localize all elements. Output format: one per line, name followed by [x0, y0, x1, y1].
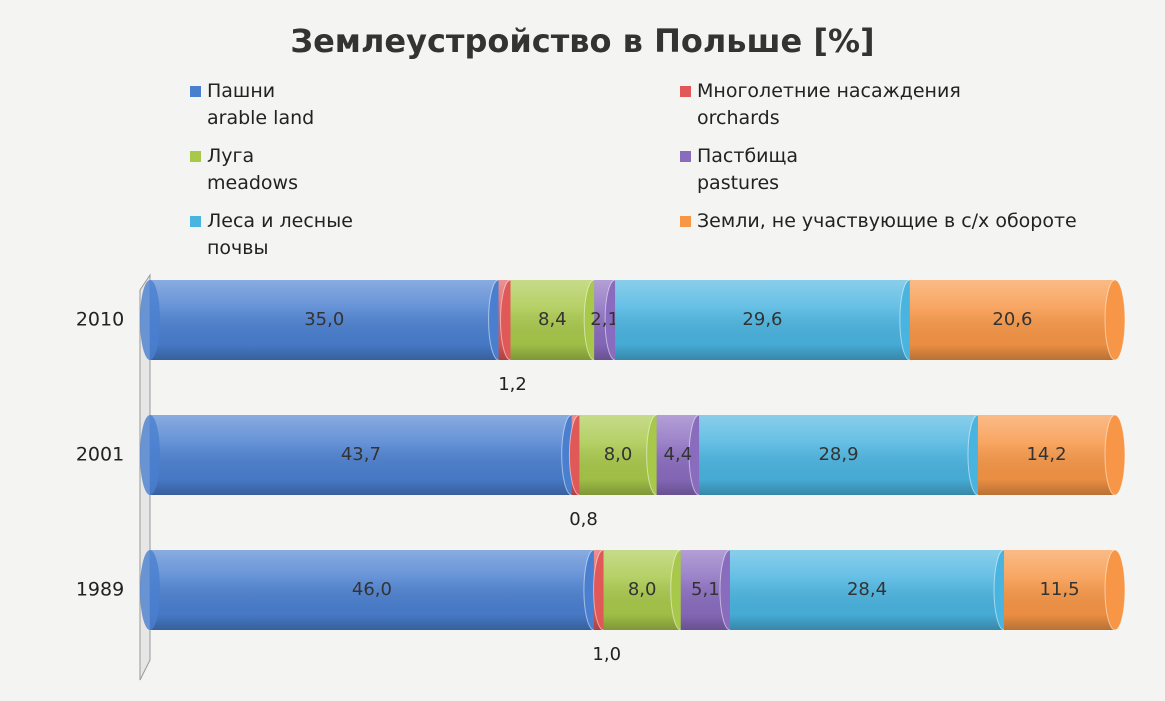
bar-shade	[1004, 550, 1115, 630]
value-label: 28,9	[818, 444, 858, 465]
legend-swatch	[190, 86, 201, 97]
value-label: 8,4	[538, 309, 567, 330]
bar-shade	[909, 280, 1115, 360]
legend-label: Многолетние насаждения orchards	[697, 80, 961, 129]
legend-entry: Луга meadows	[190, 143, 298, 197]
value-label: 11,5	[1039, 579, 1079, 600]
bar-start	[140, 415, 160, 495]
chart-title: Землеустройство в Польше [%]	[290, 22, 875, 60]
value-label: 1,0	[592, 644, 621, 665]
bar-shade	[510, 280, 595, 360]
legend-swatch	[190, 151, 201, 162]
legend-swatch	[190, 216, 201, 227]
value-label: 8,0	[604, 444, 633, 465]
y-tick-label: 2010	[76, 309, 124, 331]
value-label: 8,0	[628, 579, 657, 600]
bar-shade	[150, 550, 594, 630]
legend-label: Пастбища pastures	[697, 145, 799, 194]
legend-entry: Земли, не участвующие в с/х обороте	[680, 208, 1077, 235]
legend-swatch	[680, 216, 691, 227]
legend-entry: Леса и лесные почвы	[190, 208, 353, 262]
bar-shade	[977, 415, 1115, 495]
bar-edge	[1104, 549, 1126, 631]
bar-shade	[150, 415, 572, 495]
value-label: 14,2	[1026, 444, 1066, 465]
legend-entry: Пастбища pastures	[680, 143, 798, 197]
bar-shade	[729, 550, 1005, 630]
value-label: 29,6	[742, 309, 782, 330]
value-label: 20,6	[992, 309, 1032, 330]
bar-shade	[579, 415, 657, 495]
bar-shade	[699, 415, 978, 495]
value-label: 35,0	[304, 309, 344, 330]
legend-label: Пашни arable land	[207, 80, 315, 129]
value-label: 2,1	[590, 309, 619, 330]
value-label: 46,0	[352, 579, 392, 600]
legend-swatch	[680, 86, 691, 97]
value-label: 1,2	[498, 374, 527, 395]
value-label: 5,1	[691, 579, 720, 600]
legend-entry: Пашни arable land	[190, 78, 314, 132]
bar-start	[140, 550, 160, 630]
value-label: 43,7	[341, 444, 381, 465]
legend-label: Леса и лесные почвы	[207, 210, 353, 259]
bar-shade	[150, 280, 499, 360]
bar-start	[140, 280, 160, 360]
y-tick-label: 2001	[76, 444, 124, 466]
y-tick-label: 1989	[76, 579, 124, 601]
legend-entry: Многолетние насаждения orchards	[680, 78, 961, 132]
value-label: 0,8	[569, 509, 598, 530]
value-label: 4,4	[664, 444, 693, 465]
bar-edge	[1104, 279, 1126, 361]
value-label: 28,4	[847, 579, 887, 600]
bar-edge	[1104, 414, 1126, 496]
bar-shade	[603, 550, 681, 630]
legend-label: Земли, не участвующие в с/х обороте	[697, 210, 1077, 232]
bar-shade	[615, 280, 910, 360]
legend-label: Луга meadows	[207, 145, 298, 194]
legend-swatch	[680, 151, 691, 162]
